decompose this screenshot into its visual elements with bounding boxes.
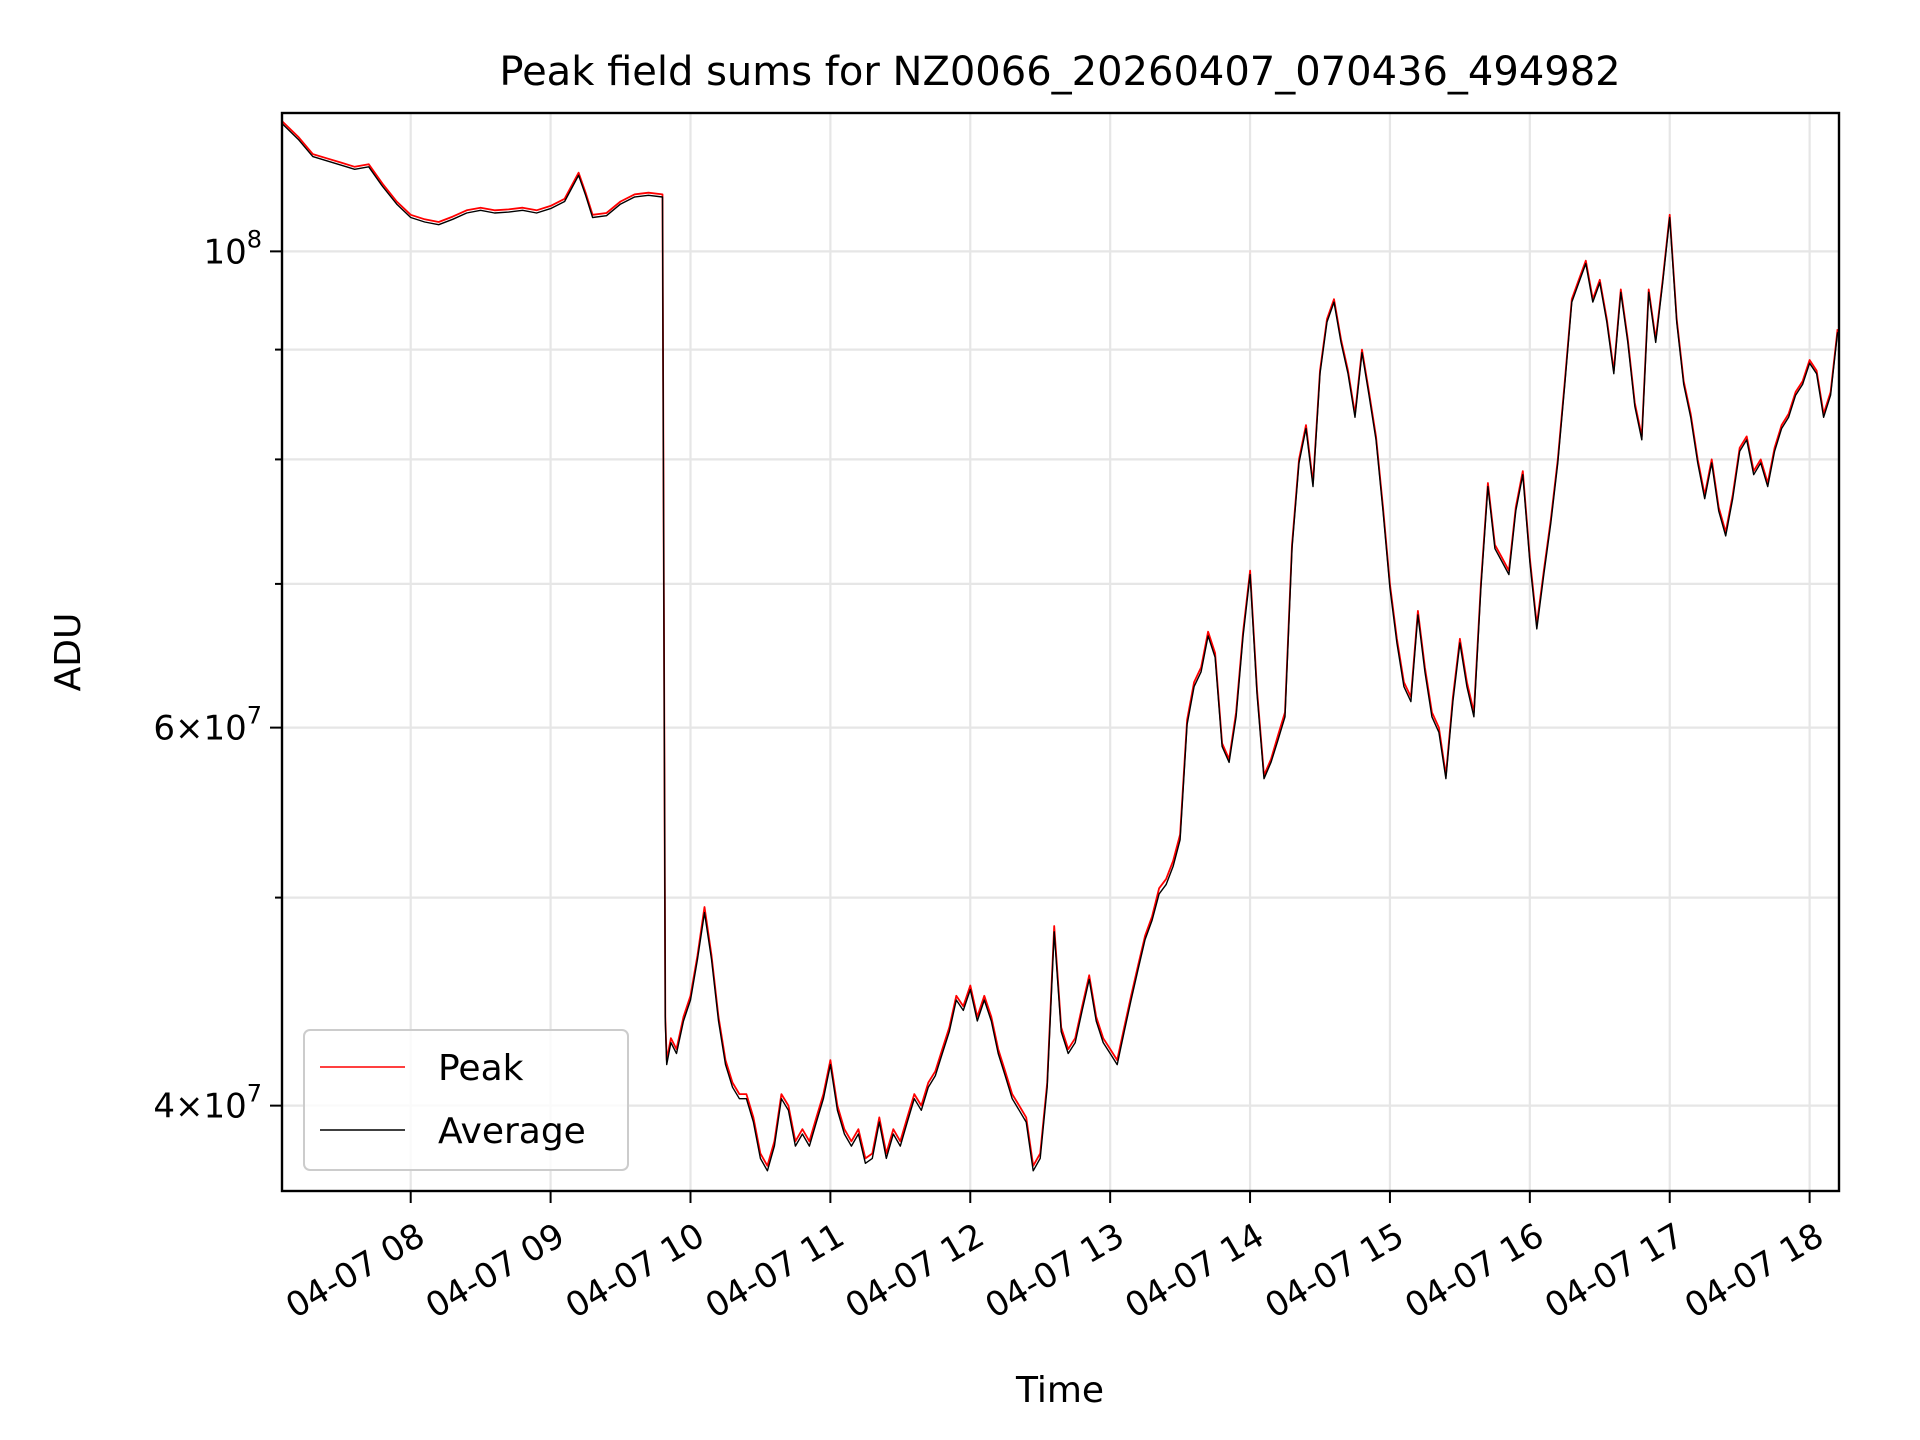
grid [282, 113, 1839, 1191]
legend: Peak Average [303, 1029, 629, 1171]
plot-frame [280, 111, 1841, 1193]
legend-label-peak: Peak [438, 1048, 524, 1089]
series-layer [281, 120, 1839, 1172]
legend-box [303, 1029, 629, 1171]
y-tick-label: 6×107 [153, 702, 262, 749]
legend-label-average: Average [438, 1111, 586, 1152]
chart-title: Peak field sums for NZ0066_20260407_0704… [499, 49, 1620, 95]
x-axis-label: Time [1015, 1370, 1104, 1411]
y-axis: 108 6×107 4×107 [153, 225, 282, 1127]
y-axis-label: ADU [48, 613, 89, 692]
y-tick-label: 108 [203, 225, 262, 272]
series-line-average [281, 122, 1839, 1172]
y-tick-label: 4×107 [153, 1080, 262, 1127]
